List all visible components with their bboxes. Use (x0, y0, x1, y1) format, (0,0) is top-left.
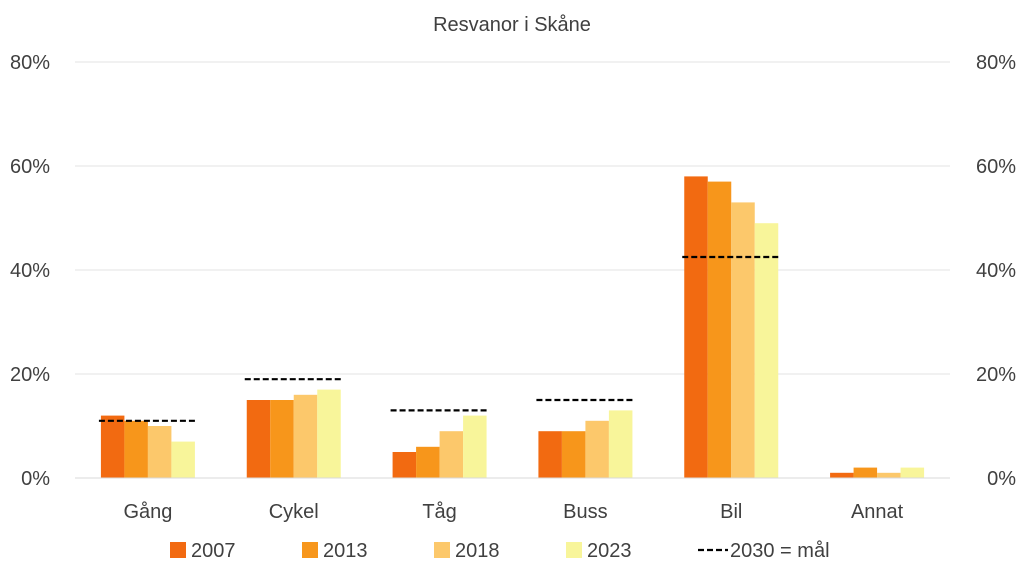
gridlines (75, 61, 950, 375)
bar-2013 (853, 467, 878, 478)
bar-2023 (754, 223, 779, 478)
legend-label: 2018 (455, 540, 500, 562)
bar-2023 (608, 410, 633, 478)
y-tick-label-right: 20% (976, 364, 1016, 386)
bar-2007 (830, 472, 854, 478)
y-tick-label-left: 0% (21, 468, 50, 490)
legend-label: 2023 (587, 540, 632, 562)
x-tick-label: Bil (720, 501, 742, 523)
x-tick-label: Annat (851, 501, 904, 523)
y-tick-label-right: 0% (987, 468, 1016, 490)
bar-2013 (416, 446, 440, 478)
y-tick-label-right: 40% (976, 260, 1016, 282)
legend-label: 2007 (191, 540, 236, 562)
legend-swatch-2018 (434, 542, 450, 558)
x-tick-label: Buss (563, 501, 607, 523)
bar-2007 (538, 431, 562, 478)
y-axis-left: 0% 20% 40% 60% 80% (10, 52, 50, 490)
y-tick-label-left: 80% (10, 52, 50, 74)
legend: 2007 2013 2018 2023 2030 = mål (170, 540, 830, 562)
bar-2018 (731, 202, 755, 478)
legend-label: 2013 (323, 540, 368, 562)
y-axis-right: 0% 20% 40% 60% 80% (976, 52, 1016, 490)
bar-2013 (707, 181, 732, 478)
y-tick-label-left: 60% (10, 156, 50, 178)
legend-swatch-2007 (170, 542, 186, 558)
chart-title: Resvanor i Skåne (433, 14, 591, 36)
bar-2013 (270, 400, 294, 478)
bar-2018 (585, 420, 609, 478)
bar-2007 (100, 415, 125, 478)
bar-2018 (439, 431, 464, 478)
y-tick-label-left: 20% (10, 364, 50, 386)
bar-2018 (293, 394, 318, 478)
x-axis: Gång Cykel Tåg Buss Bil Annat (123, 501, 903, 523)
bar-2013 (124, 420, 148, 478)
legend-swatch-2013 (302, 542, 318, 558)
bar-2023 (317, 389, 341, 478)
legend-label-target: 2030 = mål (730, 540, 830, 562)
bar-2007 (246, 400, 271, 478)
bar-2023 (900, 467, 925, 478)
y-tick-label-left: 40% (10, 260, 50, 282)
legend-swatch-2023 (566, 542, 582, 558)
bar-2013 (561, 431, 586, 478)
bar-2023 (463, 415, 487, 478)
y-tick-label-right: 60% (976, 156, 1016, 178)
bars (100, 176, 925, 478)
bar-2007 (684, 176, 708, 478)
target-lines (98, 255, 781, 422)
x-tick-label: Cykel (269, 501, 319, 523)
bar-2018 (147, 426, 172, 478)
y-tick-label-right: 80% (976, 52, 1016, 74)
bar-2018 (877, 472, 901, 478)
bar-2007 (392, 452, 417, 478)
x-tick-label: Tåg (422, 501, 456, 523)
x-tick-label: Gång (123, 501, 172, 523)
bar-2023 (171, 441, 195, 478)
